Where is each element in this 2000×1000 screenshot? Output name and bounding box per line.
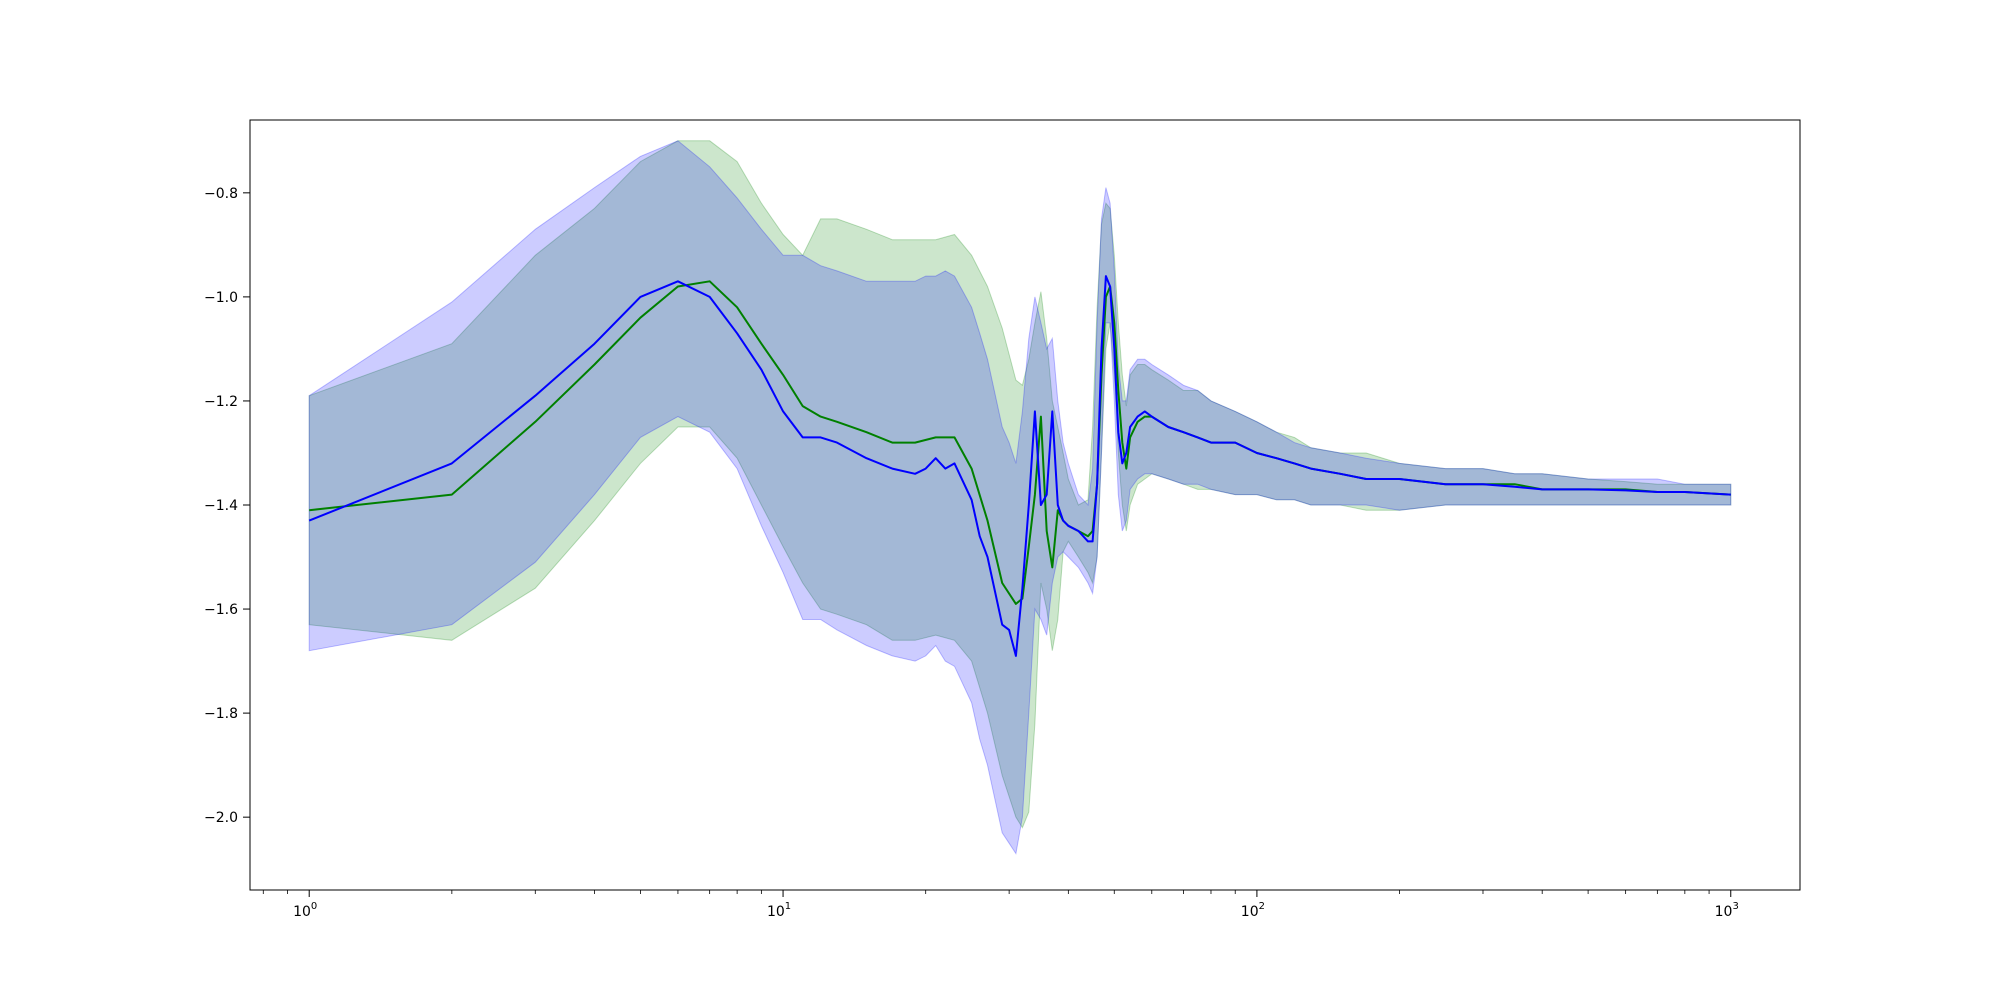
plot-frame [249,119,1801,891]
x-axis: 100 101 102 103 [262,890,1739,920]
x-tick-label: 101 [767,901,791,920]
y-tick-label: −2.0 [204,810,238,826]
y-tick-label: −1.6 [204,602,238,618]
y-tick-label: −1.2 [204,394,238,410]
y-tick-label: −0.8 [204,186,238,202]
series-lines [308,275,1731,657]
y-tick-label: −1.4 [204,498,238,514]
series-0-band [308,140,1732,829]
x-tick-label: 103 [1715,901,1739,920]
x-tick-label: 102 [1241,901,1265,920]
y-tick-label: −1.0 [204,290,238,306]
series-1-line [308,275,1731,657]
y-tick-label: −1.8 [204,706,238,722]
y-axis: −2.0 −1.8 −1.6 −1.4 −1.2 −1.0 −0.8 [204,186,250,826]
confidence-bands [308,140,1732,855]
series-1-band [308,140,1732,855]
x-tick-label: 100 [293,901,317,920]
